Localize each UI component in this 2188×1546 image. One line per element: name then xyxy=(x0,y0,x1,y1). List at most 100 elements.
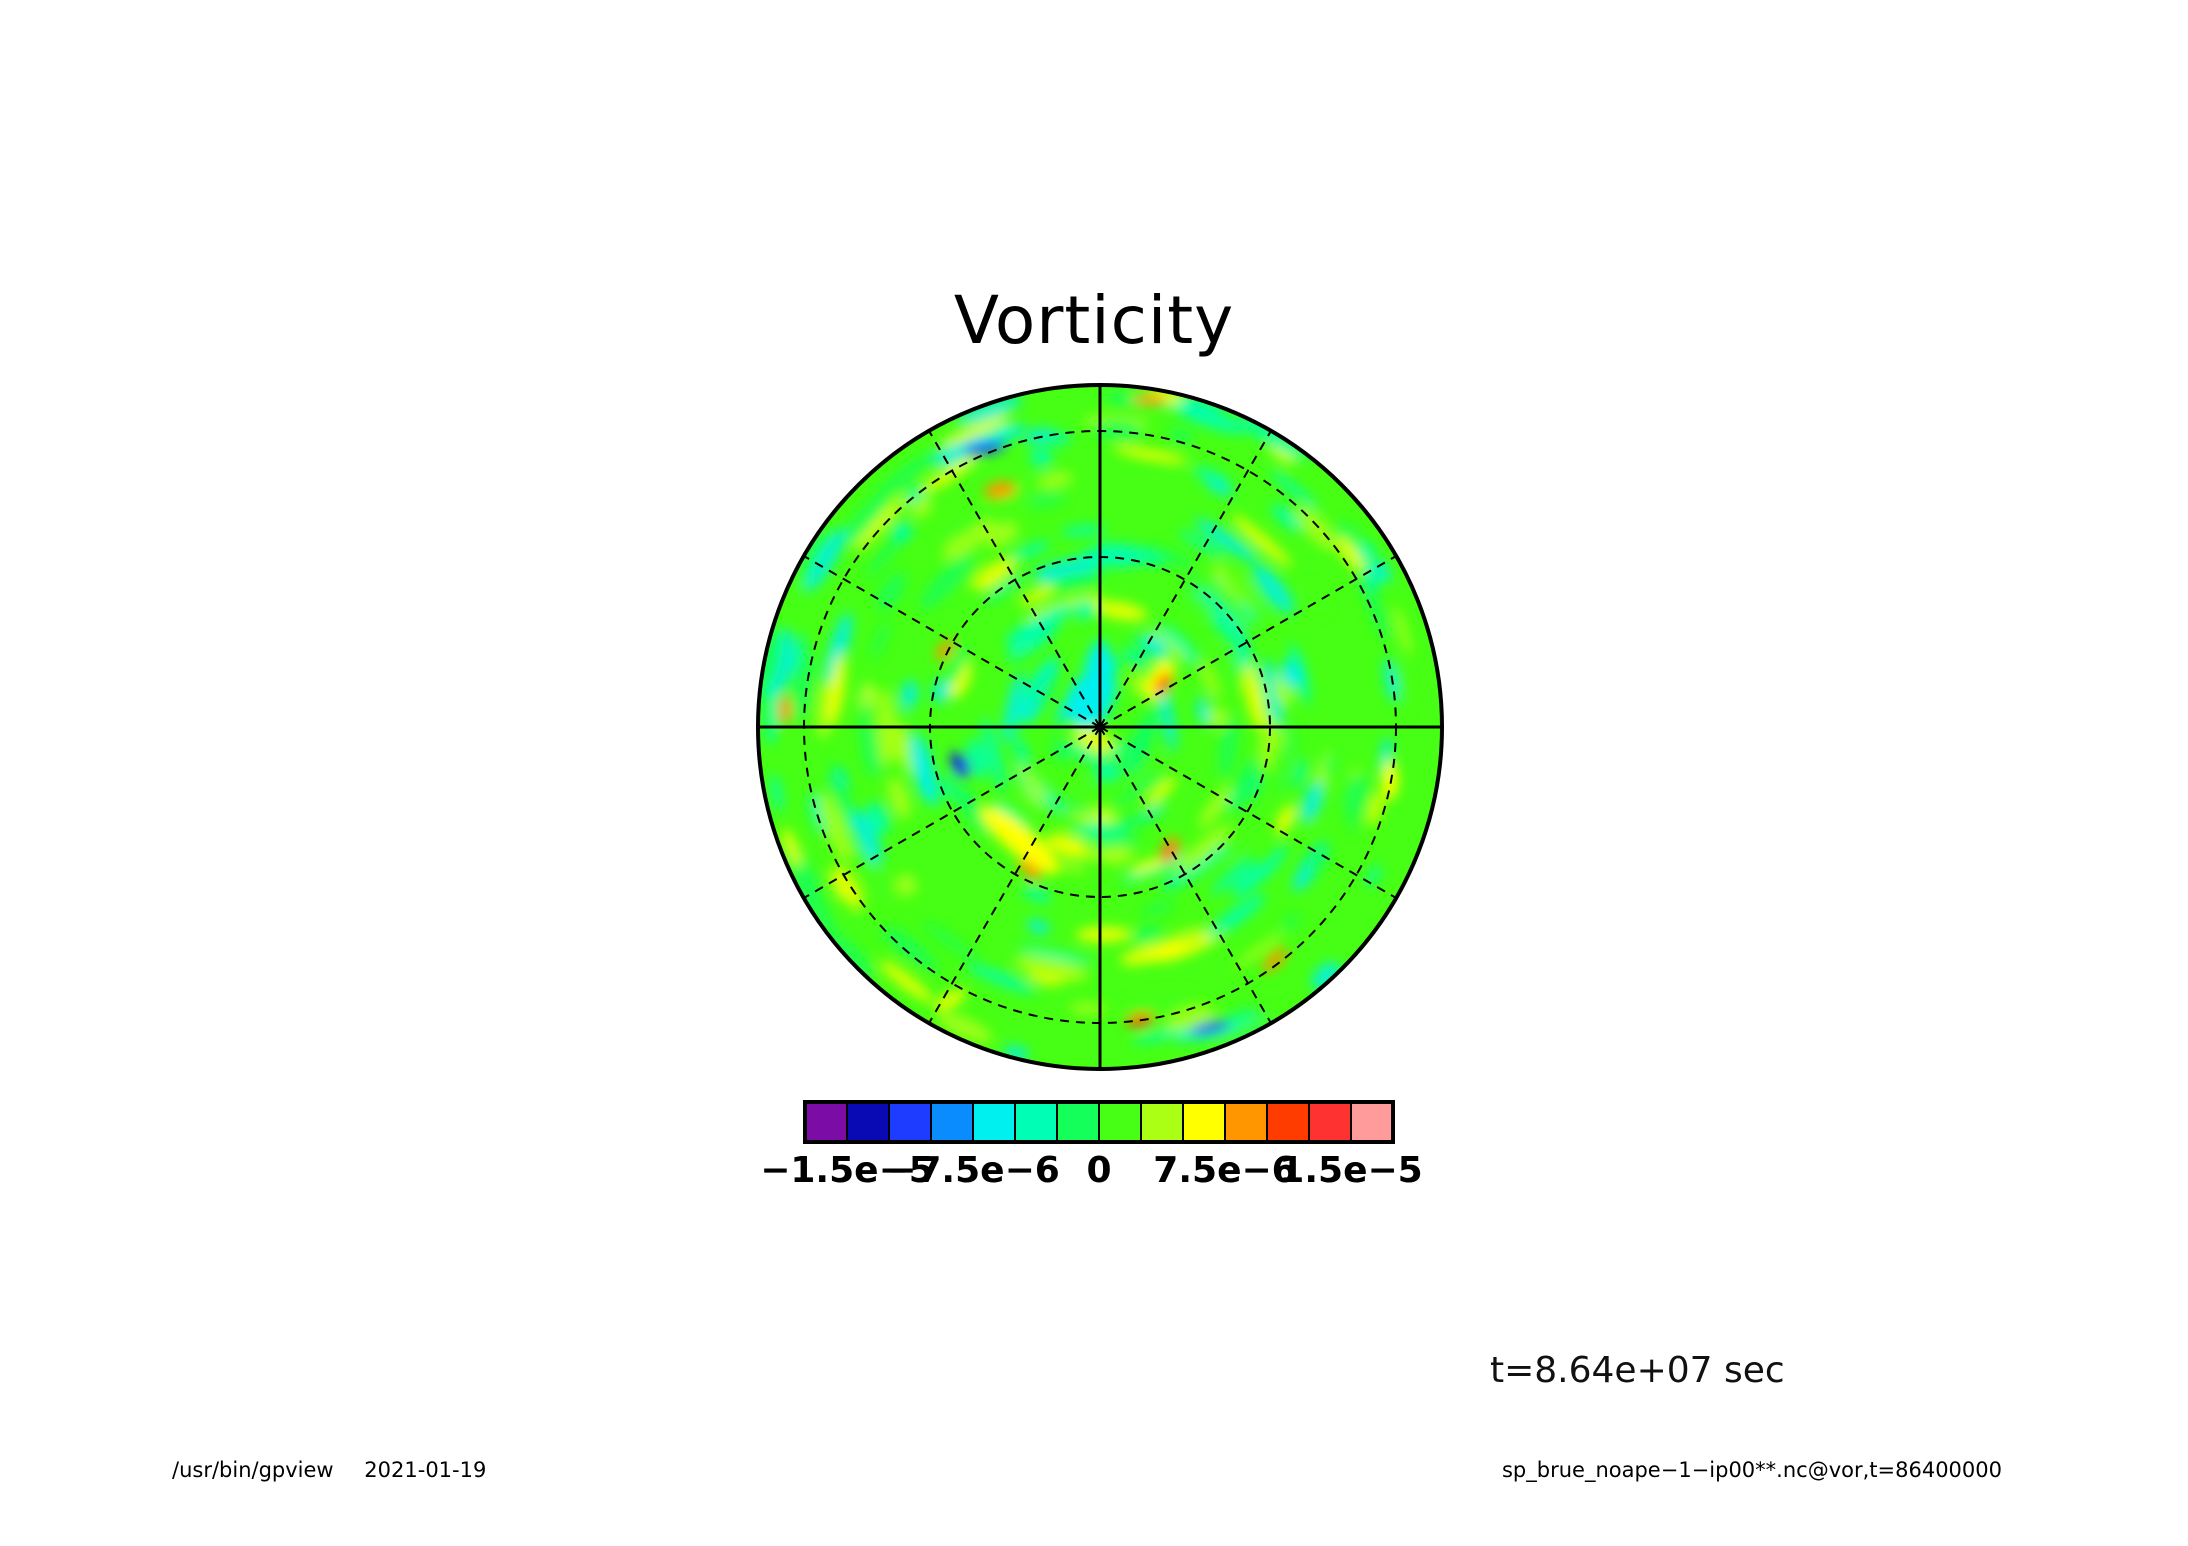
field-feature xyxy=(845,496,889,543)
colorbar-swatch xyxy=(804,1101,848,1143)
field-extremum xyxy=(1018,859,1042,881)
field-feature xyxy=(791,575,804,597)
field-feature xyxy=(1243,663,1266,730)
colorbar-swatch xyxy=(1056,1101,1100,1143)
field-feature xyxy=(1047,571,1104,592)
field-feature xyxy=(899,724,912,778)
field-feature xyxy=(1106,742,1129,760)
field-feature xyxy=(831,866,863,909)
field-feature xyxy=(1148,629,1187,662)
field-feature xyxy=(919,553,973,610)
field-feature xyxy=(1194,574,1250,629)
field-feature xyxy=(1057,862,1086,873)
colorbar-tick-label: 1.5e−5 xyxy=(1279,1150,1423,1191)
field-feature xyxy=(932,678,951,704)
field-feature xyxy=(887,777,911,819)
field-feature xyxy=(1199,660,1220,701)
field-feature xyxy=(1263,658,1283,733)
field-extremum xyxy=(1382,760,1398,800)
plot-date: 2021-01-19 xyxy=(364,1458,487,1482)
field-extremum xyxy=(1163,845,1173,859)
field-feature xyxy=(850,911,872,933)
field-feature xyxy=(1007,618,1060,661)
field-feature xyxy=(1343,772,1360,816)
colorbar-swatch xyxy=(888,1101,932,1143)
field-feature xyxy=(1156,624,1199,665)
field-extremum xyxy=(1190,1021,1230,1035)
field-feature xyxy=(1094,835,1141,850)
field-feature xyxy=(1146,545,1195,568)
field-feature xyxy=(1141,634,1169,655)
field-feature xyxy=(879,960,933,1003)
field-feature xyxy=(1231,514,1292,567)
field-feature xyxy=(1337,536,1364,572)
field-feature xyxy=(923,922,980,962)
field-feature xyxy=(871,621,889,659)
field-feature xyxy=(1196,696,1209,727)
field-feature xyxy=(854,494,908,552)
field-feature xyxy=(1279,751,1290,777)
field-feature xyxy=(1357,541,1377,563)
colorbar-swatch xyxy=(1014,1101,1058,1143)
field-feature xyxy=(828,932,875,982)
field-feature xyxy=(1022,886,1052,903)
field-feature xyxy=(967,738,989,779)
field-feature xyxy=(1282,914,1300,931)
colorbar-swatch xyxy=(846,1101,890,1143)
field-feature xyxy=(1069,1002,1107,1015)
field-feature xyxy=(834,778,854,831)
colorbar xyxy=(803,1100,1395,1144)
field-feature xyxy=(1120,941,1189,965)
field-feature xyxy=(1231,756,1260,812)
field-feature xyxy=(1295,506,1338,551)
field-feature xyxy=(900,680,919,709)
field-feature xyxy=(1234,932,1284,969)
field-feature xyxy=(1275,804,1296,835)
field-feature xyxy=(1221,566,1274,625)
field-feature xyxy=(819,869,841,904)
colorbar-tick-label: 7.5e−6 xyxy=(1153,1150,1297,1191)
field-feature xyxy=(1164,1005,1216,1031)
program-path: /usr/bin/gpview xyxy=(172,1458,334,1482)
field-feature xyxy=(1305,584,1326,614)
field-feature xyxy=(1396,662,1410,711)
field-feature xyxy=(1268,444,1295,464)
field-feature xyxy=(1217,649,1244,692)
polar-grid xyxy=(756,383,1444,1071)
field-feature xyxy=(823,612,853,690)
time-annotation: t=8.64e+07 sec xyxy=(1490,1350,1785,1391)
field-extremum xyxy=(984,481,1016,499)
field-feature xyxy=(1076,926,1132,943)
field-feature xyxy=(1038,471,1074,489)
field-feature xyxy=(1384,657,1398,703)
field-feature xyxy=(956,396,1022,425)
field-feature xyxy=(792,649,814,722)
field-feature xyxy=(1120,649,1149,667)
field-feature xyxy=(1073,726,1115,754)
field-feature xyxy=(1271,503,1302,532)
map-boundary xyxy=(756,383,1444,1071)
field-feature xyxy=(1017,946,1095,964)
field-feature xyxy=(932,433,987,467)
field-feature xyxy=(1206,706,1229,729)
field-feature xyxy=(1193,467,1232,488)
field-feature xyxy=(937,1012,993,1044)
field-feature xyxy=(938,505,989,542)
field-feature xyxy=(1100,814,1151,833)
field-feature xyxy=(1205,894,1266,939)
field-feature xyxy=(1016,763,1049,802)
field-feature xyxy=(1013,956,1089,982)
field-feature xyxy=(1122,991,1196,1018)
field-feature xyxy=(796,528,833,587)
field-extremum xyxy=(934,989,966,1011)
field-feature xyxy=(1211,856,1255,895)
field-feature xyxy=(1064,742,1108,767)
field-feature xyxy=(1028,492,1066,507)
field-feature xyxy=(1173,402,1247,434)
field-feature xyxy=(945,771,961,804)
field-feature xyxy=(819,793,852,863)
field-feature xyxy=(1094,601,1147,621)
field-feature xyxy=(1205,480,1234,497)
field-feature xyxy=(1362,562,1381,587)
field-feature xyxy=(956,788,991,836)
